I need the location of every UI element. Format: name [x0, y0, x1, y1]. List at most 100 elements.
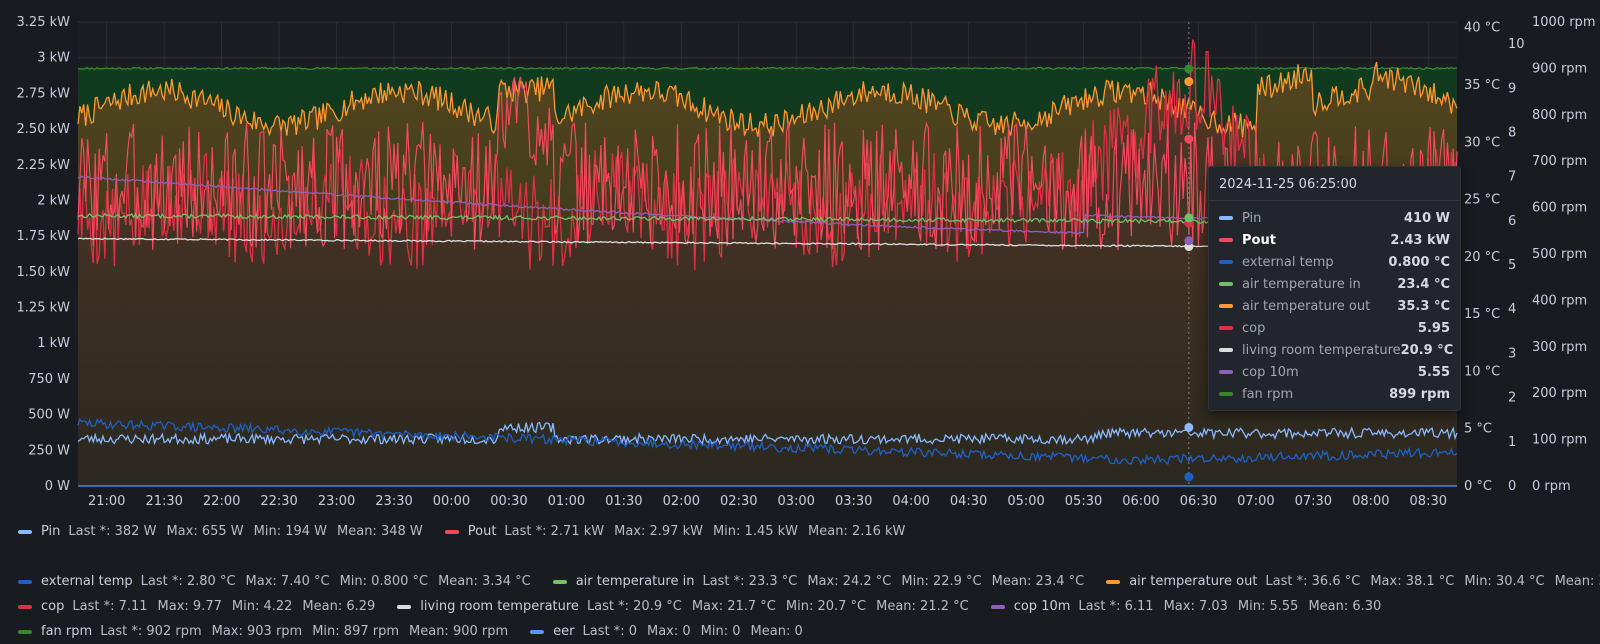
- legend-swatch: [552, 579, 567, 584]
- y-tick-temp: 0 °C: [1464, 479, 1492, 494]
- y-tick-left: 2.75 kW: [17, 86, 71, 101]
- tooltip-series-name: cop 10m: [1242, 364, 1299, 380]
- legend-swatch: [990, 604, 1005, 609]
- x-tick: 05:30: [1065, 494, 1102, 509]
- x-tick: 02:30: [720, 494, 757, 509]
- legend-series-name: external temp: [41, 574, 133, 589]
- tooltip-row: air temperature in 23.4 °C: [1219, 273, 1450, 295]
- y-tick-cop: 9: [1508, 81, 1516, 96]
- legend-item[interactable]: external temp Last *: 2.80 °C Max: 7.40 °C…: [18, 574, 541, 589]
- legend-mean: Mean: 33.9 °C: [1554, 574, 1600, 589]
- y-tick-cop: 2: [1508, 391, 1516, 406]
- series-swatch: [1219, 326, 1233, 330]
- x-tick: 00:00: [433, 494, 470, 509]
- hover-point: [1184, 77, 1194, 87]
- y-tick-left: 3 kW: [37, 51, 70, 66]
- y-tick-rpm: 1000 rpm: [1532, 15, 1595, 30]
- series-line-cop: [77, 39, 1458, 287]
- legend-last: Last *: 6.11: [1078, 599, 1154, 614]
- y-tick-rpm: 200 rpm: [1532, 386, 1587, 401]
- y-tick-left: 1.50 kW: [17, 265, 71, 280]
- tooltip-series-value: 410 W: [1403, 210, 1450, 226]
- y-tick-temp: 35 °C: [1464, 78, 1500, 93]
- legend-min: Min: 20.7 °C: [785, 599, 867, 614]
- x-tick: 06:30: [1180, 494, 1217, 509]
- tooltip-rows: Pin 410 W Pout 2.43 kW external temp 0.800 °C…: [1209, 201, 1460, 405]
- legend-item[interactable]: eer Last *: 0 Max: 0 Min: 0 Mean: 0: [530, 624, 813, 639]
- legend-series-name: air temperature out: [1129, 574, 1258, 589]
- x-tick: 02:00: [663, 494, 700, 509]
- y-tick-cop: 1: [1508, 435, 1516, 450]
- legend-swatch: [397, 604, 412, 609]
- legend-swatch: [530, 629, 545, 634]
- x-tick: 01:30: [605, 494, 642, 509]
- x-tick: 01:00: [548, 494, 585, 509]
- tooltip-series-name: Pout: [1242, 232, 1276, 248]
- x-tick: 22:30: [260, 494, 297, 509]
- y-tick-rpm: 900 rpm: [1532, 61, 1587, 76]
- series-swatch: [1219, 348, 1233, 352]
- tooltip-series-value: 899 rpm: [1389, 386, 1450, 402]
- legend-item[interactable]: living room temperature Last *: 20.9 °C Ma…: [397, 599, 978, 614]
- tooltip-row: living room temperature 20.9 °C: [1219, 339, 1453, 361]
- y-tick-rpm: 700 rpm: [1532, 154, 1587, 169]
- tooltip-row: external temp 0.800 °C: [1219, 251, 1450, 273]
- legend-mean: Mean: 6.30: [1308, 599, 1382, 614]
- tooltip-series-name: cop: [1242, 320, 1266, 336]
- legend-mean: Mean: 21.2 °C: [876, 599, 969, 614]
- y-tick-temp: 25 °C: [1464, 193, 1500, 208]
- legend-max: Max: 7.03: [1163, 599, 1228, 614]
- tooltip-series-value: 2.43 kW: [1390, 232, 1450, 248]
- x-tick: 08:00: [1352, 494, 1389, 509]
- y-tick-left: 500 W: [28, 408, 70, 423]
- legend-item[interactable]: fan rpm Last *: 902 rpm Max: 903 rpm Min: 8…: [18, 624, 518, 639]
- series-line-Pin: [77, 421, 1458, 446]
- tooltip-series-value: 5.55: [1417, 364, 1450, 380]
- y-tick-cop: 10: [1508, 37, 1525, 52]
- x-tick: 05:00: [1007, 494, 1044, 509]
- legend-swatch: [444, 529, 459, 534]
- x-tick: 08:30: [1410, 494, 1447, 509]
- legend-mean: Mean: 900 rpm: [409, 624, 509, 639]
- tooltip-series-name: fan rpm: [1242, 386, 1294, 402]
- legend-last: Last *: 36.6 °C: [1265, 574, 1361, 589]
- x-tick: 23:30: [375, 494, 412, 509]
- legend-swatch: [1106, 579, 1121, 584]
- legend-item[interactable]: Pout Last *: 2.71 kW Max: 2.97 kW Min: 1.45…: [444, 524, 916, 539]
- y-tick-rpm: 800 rpm: [1532, 108, 1587, 123]
- legend-max: Max: 0: [647, 624, 691, 639]
- legend-series-name: Pout: [467, 524, 497, 539]
- legend-series-name: Pin: [41, 524, 61, 539]
- y-tick-left: 2.50 kW: [17, 122, 71, 137]
- legend-last: Last *: 0: [582, 624, 638, 639]
- legend-swatch: [18, 604, 32, 609]
- x-tick: 06:00: [1122, 494, 1159, 509]
- legend-series-name: cop: [41, 599, 65, 614]
- legend-item[interactable]: air temperature out Last *: 36.6 °C Max: 3…: [1106, 574, 1600, 589]
- y-tick-cop: 6: [1508, 214, 1516, 229]
- legend-item[interactable]: cop Last *: 7.11 Max: 9.77 Min: 4.22 Mean: 6…: [18, 599, 385, 614]
- y-tick-left: 250 W: [28, 443, 70, 458]
- legend-item[interactable]: Pin Last *: 382 W Max: 655 W Min: 194 W Mean…: [18, 524, 433, 539]
- series-line-Pout: [77, 76, 1458, 251]
- hover-point: [1184, 134, 1194, 144]
- legend-min: Min: 897 rpm: [312, 624, 400, 639]
- hover-point: [1184, 422, 1194, 432]
- y-tick-rpm: 400 rpm: [1532, 293, 1587, 308]
- y-tick-left: 2 kW: [37, 193, 70, 208]
- x-tick: 03:30: [835, 494, 872, 509]
- y-tick-cop: 8: [1508, 125, 1516, 140]
- x-tick: 23:00: [318, 494, 355, 509]
- y-tick-left: 0 W: [45, 479, 70, 494]
- y-tick-cop: 3: [1508, 346, 1516, 361]
- legend-item[interactable]: air temperature in Last *: 23.3 °C Max: 24…: [552, 574, 1095, 589]
- legend-max: Max: 21.7 °C: [691, 599, 776, 614]
- legend-mean: Mean: 3.34 °C: [438, 574, 531, 589]
- legend-swatch: [18, 579, 32, 584]
- legend-last: Last *: 902 rpm: [100, 624, 202, 639]
- y-tick-temp: 15 °C: [1464, 307, 1500, 322]
- legend-item[interactable]: cop 10m Last *: 6.11 Max: 7.03 Min: 5.55 Mea…: [990, 599, 1392, 614]
- tooltip-row: air temperature out 35.3 °C: [1219, 295, 1450, 317]
- y-tick-left: 750 W: [28, 372, 70, 387]
